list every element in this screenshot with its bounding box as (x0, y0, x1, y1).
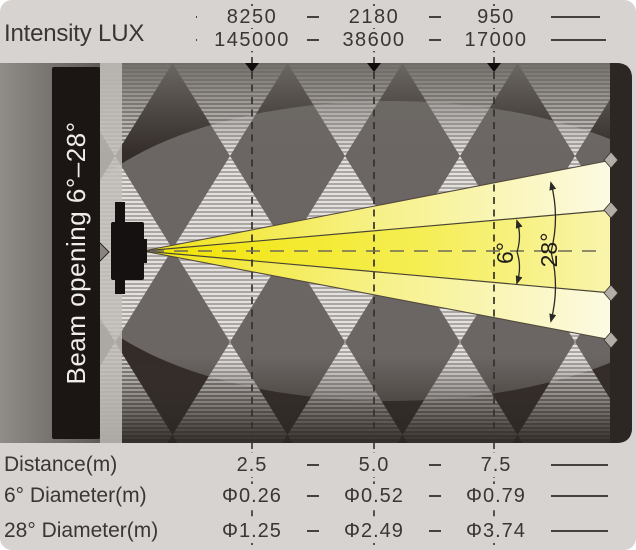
angle-arcs (515, 181, 557, 323)
diameter-28-value: Φ3.74 (441, 519, 551, 543)
wide-beam-edge (142, 250, 613, 341)
intensity-band: Intensity LUX 8250 2180 950 145000 38600… (0, 0, 636, 63)
right-border (610, 63, 632, 443)
intensity-title: Intensity LUX (4, 20, 151, 48)
narrow-beam-edge (142, 209, 613, 252)
beam-opening-label: Beam opening 6°–28° (61, 121, 91, 384)
distance-line-arrowheads (245, 63, 501, 72)
lux-value-row2: 17000 (441, 29, 551, 51)
beam-label-band (52, 67, 100, 439)
lux-value-row2: 38600 (319, 29, 429, 51)
lux-value-row2: 145000 (197, 29, 307, 51)
diameter-6-value: Φ0.52 (319, 484, 429, 508)
beam-diagram: 6° 28° Beam opening 6°–28° (0, 63, 632, 443)
distance-row-label: Distance(m) (4, 453, 126, 477)
distance-dashed-lines (251, 72, 495, 435)
lux-value-row1: 950 (441, 6, 551, 28)
diameter-28-value: Φ1.25 (197, 519, 307, 543)
dimensions-band: Distance(m) 6° Diameter(m) 28° Diameter(… (0, 443, 636, 550)
narrow-beam-edge (142, 250, 613, 294)
diameter-6-value: Φ0.79 (441, 484, 551, 508)
spotlight-fixture-icon (90, 202, 147, 294)
beam-edge-markers (603, 151, 619, 349)
diameter-6-row-label: 6° Diameter(m) (4, 484, 155, 508)
diameter-28-value: Φ2.49 (319, 519, 429, 543)
distance-value: 5.0 (319, 453, 429, 477)
wide-angle-label: 28° (536, 233, 562, 268)
diameter-28-row-label: 28° Diameter(m) (4, 519, 167, 543)
distance-value: 2.5 (197, 453, 307, 477)
lux-value-row1: 8250 (197, 6, 307, 28)
lux-value-row1: 2180 (319, 6, 429, 28)
wide-beam-edge (142, 159, 613, 252)
narrow-angle-label: 6° (492, 242, 518, 264)
diameter-6-value: Φ0.26 (197, 484, 307, 508)
distance-value: 7.5 (441, 453, 551, 477)
